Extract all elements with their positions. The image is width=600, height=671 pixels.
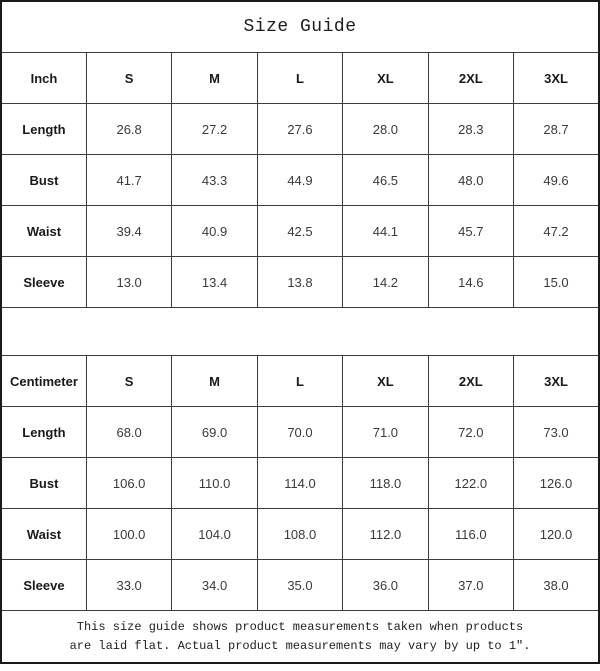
row-label-waist: Waist: [0, 508, 87, 560]
measurement-cell: 48.0: [427, 154, 515, 206]
size-header-2xl: 2XL: [427, 52, 515, 104]
measurement-cell: 45.7: [427, 205, 515, 257]
measurement-cell: 68.0: [85, 406, 173, 458]
size-header-3xl: 3XL: [513, 52, 600, 104]
size-header-l: L: [256, 355, 344, 407]
table-row: Sleeve 13.0 13.4 13.8 14.2 14.6 15.0: [0, 256, 600, 308]
measurement-cell: 37.0: [427, 559, 515, 611]
measurement-cell: 122.0: [427, 457, 515, 509]
size-header-xl: XL: [342, 52, 429, 104]
measurement-cell: 36.0: [342, 559, 429, 611]
measurement-cell: 40.9: [171, 205, 258, 257]
measurement-cell: 73.0: [513, 406, 600, 458]
measurement-cell: 28.7: [513, 103, 600, 155]
table-row: Waist 100.0 104.0 108.0 112.0 116.0 120.…: [0, 508, 600, 560]
measurement-cell: 15.0: [513, 256, 600, 308]
measurement-cell: 44.1: [342, 205, 429, 257]
size-header-m: M: [171, 52, 258, 104]
measurement-cell: 116.0: [427, 508, 515, 560]
table-row: This size guide shows product measuremen…: [0, 610, 600, 664]
row-label-sleeve: Sleeve: [0, 559, 87, 611]
row-label-length: Length: [0, 103, 87, 155]
measurement-cell: 47.2: [513, 205, 600, 257]
measurement-cell: 13.8: [256, 256, 344, 308]
measurement-cell: 43.3: [171, 154, 258, 206]
measurement-cell: 44.9: [256, 154, 344, 206]
measurement-cell: 28.0: [342, 103, 429, 155]
measurement-cell: 14.6: [427, 256, 515, 308]
row-label-bust: Bust: [0, 154, 87, 206]
measurement-cell: 26.8: [85, 103, 173, 155]
footer-note: This size guide shows product measuremen…: [0, 610, 600, 664]
measurement-cell: 27.2: [171, 103, 258, 155]
size-header-2xl: 2XL: [427, 355, 515, 407]
measurement-cell: 71.0: [342, 406, 429, 458]
measurement-cell: 42.5: [256, 205, 344, 257]
measurement-cell: 38.0: [513, 559, 600, 611]
size-header-s: S: [85, 355, 173, 407]
size-header-3xl: 3XL: [513, 355, 600, 407]
measurement-cell: 13.4: [171, 256, 258, 308]
table-row: Waist 39.4 40.9 42.5 44.1 45.7 47.2: [0, 205, 600, 257]
row-label-length: Length: [0, 406, 87, 458]
measurement-cell: 69.0: [171, 406, 258, 458]
measurement-cell: 33.0: [85, 559, 173, 611]
measurement-cell: 41.7: [85, 154, 173, 206]
measurement-cell: 72.0: [427, 406, 515, 458]
row-label-sleeve: Sleeve: [0, 256, 87, 308]
row-label-waist: Waist: [0, 205, 87, 257]
measurement-cell: 114.0: [256, 457, 344, 509]
measurement-cell: 110.0: [171, 457, 258, 509]
size-header-m: M: [171, 355, 258, 407]
measurement-cell: 49.6: [513, 154, 600, 206]
measurement-cell: 112.0: [342, 508, 429, 560]
measurement-cell: 126.0: [513, 457, 600, 509]
table-row: Sleeve 33.0 34.0 35.0 36.0 37.0 38.0: [0, 559, 600, 611]
measurement-cell: 34.0: [171, 559, 258, 611]
unit-header-centimeter: Centimeter: [0, 355, 87, 407]
measurement-cell: 70.0: [256, 406, 344, 458]
table-row: Bust 106.0 110.0 114.0 118.0 122.0 126.0: [0, 457, 600, 509]
measurement-cell: 118.0: [342, 457, 429, 509]
size-header-l: L: [256, 52, 344, 104]
measurement-cell: 28.3: [427, 103, 515, 155]
spacer-cell: [0, 307, 600, 356]
measurement-cell: 39.4: [85, 205, 173, 257]
measurement-cell: 27.6: [256, 103, 344, 155]
measurement-cell: 104.0: [171, 508, 258, 560]
page-title: Size Guide: [0, 0, 600, 53]
measurement-cell: 46.5: [342, 154, 429, 206]
measurement-cell: 106.0: [85, 457, 173, 509]
footer-line-2: are laid flat. Actual product measuremen…: [69, 638, 531, 653]
table-row: Length 26.8 27.2 27.6 28.0 28.3 28.7: [0, 103, 600, 155]
table-row: Size Guide: [0, 0, 600, 53]
measurement-cell: 35.0: [256, 559, 344, 611]
measurement-cell: 14.2: [342, 256, 429, 308]
table-row: Bust 41.7 43.3 44.9 46.5 48.0 49.6: [0, 154, 600, 206]
footer-line-1: This size guide shows product measuremen…: [76, 619, 524, 634]
size-header-xl: XL: [342, 355, 429, 407]
measurement-cell: 120.0: [513, 508, 600, 560]
cm-header-row: Centimeter S M L XL 2XL 3XL: [0, 355, 600, 407]
size-header-s: S: [85, 52, 173, 104]
spacer-row: [0, 307, 600, 356]
measurement-cell: 108.0: [256, 508, 344, 560]
measurement-cell: 100.0: [85, 508, 173, 560]
table-row: Length 68.0 69.0 70.0 71.0 72.0 73.0: [0, 406, 600, 458]
row-label-bust: Bust: [0, 457, 87, 509]
measurement-cell: 13.0: [85, 256, 173, 308]
unit-header-inch: Inch: [0, 52, 87, 104]
inch-header-row: Inch S M L XL 2XL 3XL: [0, 52, 600, 104]
